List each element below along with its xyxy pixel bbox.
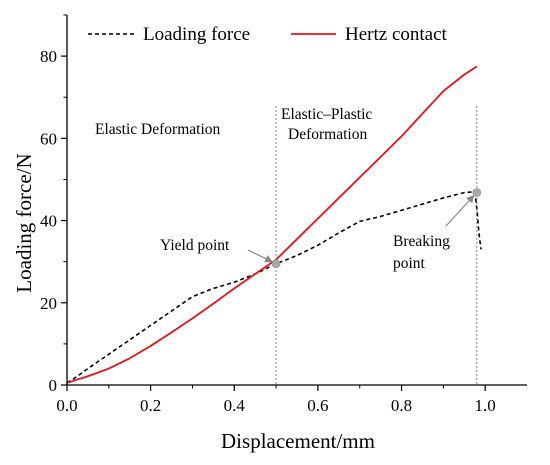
series-line-hertz-contact bbox=[66, 65, 478, 384]
y-tick-label: 20 bbox=[40, 294, 57, 313]
y-tick-label: 60 bbox=[40, 129, 57, 148]
series-line-loading-force bbox=[66, 190, 482, 384]
breaking-point-label-line1: Breaking bbox=[393, 233, 450, 250]
yield-point-arrow bbox=[247, 249, 273, 263]
annotation-arrows bbox=[247, 194, 475, 263]
region-label-elastic-plastic-line1: Elastic–Plastic bbox=[281, 106, 372, 123]
y-tick-label: 40 bbox=[40, 212, 57, 231]
yield-point-marker bbox=[271, 259, 281, 269]
reference-lines bbox=[275, 106, 478, 385]
x-tick-label: 0.4 bbox=[224, 396, 246, 415]
x-tick-label: 0.0 bbox=[56, 396, 77, 415]
legend-label-loading-force: Loading force bbox=[143, 24, 250, 45]
y-axis-title: Loading force/N bbox=[12, 153, 36, 292]
legend: Loading force Hertz contact bbox=[88, 24, 448, 45]
x-tick-label: 0.2 bbox=[140, 396, 161, 415]
x-axis-title: Displacement/mm bbox=[221, 429, 375, 453]
legend-label-hertz-contact: Hertz contact bbox=[345, 24, 448, 45]
y-tick-label: 0 bbox=[49, 376, 58, 395]
x-tick-label: 0.6 bbox=[307, 396, 328, 415]
marker-layer bbox=[271, 188, 482, 269]
y-tick-label: 80 bbox=[40, 47, 57, 66]
region-label-elastic-plastic-line2: Deformation bbox=[288, 126, 367, 143]
breaking-point-label-line2: point bbox=[393, 255, 426, 272]
axes bbox=[66, 15, 527, 386]
series-layer bbox=[66, 65, 482, 384]
breaking-point-marker bbox=[472, 188, 482, 197]
x-tick-label: 1.0 bbox=[475, 396, 496, 415]
region-label-elastic: Elastic Deformation bbox=[95, 121, 220, 138]
yield-point-label: Yield point bbox=[160, 237, 230, 254]
x-tick-label: 0.8 bbox=[391, 396, 412, 415]
breaking-point-arrow bbox=[445, 194, 475, 227]
ticks: 0.0 0.2 0.4 0.6 0.8 1.0 0 20 40 60 80 bbox=[40, 14, 496, 415]
